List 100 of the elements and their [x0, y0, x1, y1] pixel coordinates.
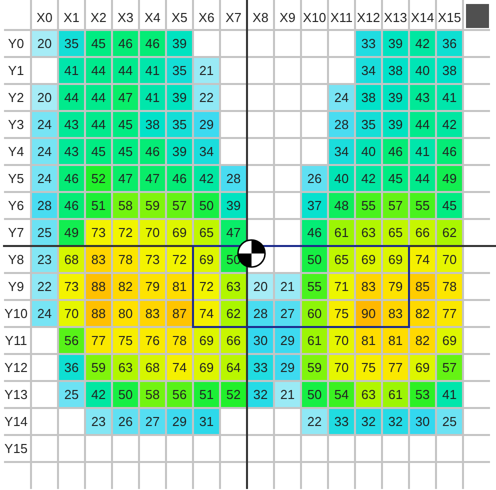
data-label: 55	[307, 279, 322, 294]
data-label: 85	[415, 279, 430, 294]
data-label: 21	[280, 279, 295, 294]
data-label: 45	[91, 144, 106, 160]
data-label: 50	[307, 387, 322, 402]
data-label: 61	[388, 387, 403, 402]
data-label: 49	[442, 171, 457, 186]
data-label: 33	[361, 36, 376, 52]
data-label: 41	[64, 63, 79, 78]
data-label: 40	[361, 144, 376, 160]
data-label: 69	[172, 225, 187, 240]
data-label: 65	[388, 225, 403, 240]
data-label: 71	[334, 279, 349, 294]
x-tick-label: X7	[226, 10, 242, 25]
x-tick-label: X9	[280, 10, 296, 25]
data-label: 46	[118, 36, 133, 52]
y-tick-label: Y3	[8, 117, 24, 132]
data-label: 21	[280, 387, 295, 402]
data-label: 24	[37, 306, 52, 322]
data-label: 75	[361, 360, 376, 376]
data-label: 79	[145, 279, 160, 294]
y-tick-label: Y7	[8, 225, 24, 240]
x-tick-label: X0	[36, 10, 52, 25]
data-label: 62	[442, 225, 457, 240]
data-label: 45	[118, 144, 133, 160]
data-label: 77	[91, 333, 106, 348]
data-label: 68	[145, 360, 160, 376]
data-label: 22	[307, 414, 322, 430]
data-label: 69	[388, 252, 403, 268]
data-label: 70	[64, 306, 79, 322]
data-label: 22	[199, 90, 214, 106]
data-label: 47	[118, 171, 133, 186]
data-label: 69	[199, 333, 214, 348]
data-label: 20	[253, 279, 268, 294]
data-label: 24	[37, 144, 52, 160]
data-label: 46	[64, 171, 79, 186]
data-label: 65	[334, 252, 349, 268]
data-label: 73	[145, 252, 160, 268]
x-tick-label: X12	[356, 10, 380, 25]
data-label: 45	[91, 36, 106, 52]
data-label: 24	[334, 90, 349, 106]
x-tick-label: X8	[252, 10, 268, 25]
data-label: 35	[361, 117, 376, 132]
data-label: 81	[388, 333, 403, 348]
data-label: 52	[91, 171, 106, 186]
data-label: 29	[199, 117, 214, 132]
data-label: 40	[334, 171, 349, 186]
data-label: 82	[415, 306, 430, 322]
data-label: 70	[334, 360, 349, 376]
data-label: 25	[442, 414, 457, 430]
data-label: 42	[442, 117, 457, 132]
data-label: 39	[388, 36, 403, 52]
data-label: 49	[64, 225, 79, 240]
data-label: 75	[334, 306, 349, 322]
data-label: 70	[145, 225, 160, 240]
data-label: 35	[172, 63, 187, 78]
data-label: 44	[91, 117, 106, 132]
data-label: 57	[442, 360, 457, 376]
data-label: 24	[37, 117, 52, 132]
data-label: 44	[91, 90, 106, 106]
data-label: 41	[145, 63, 160, 78]
data-label: 69	[199, 252, 214, 268]
data-label: 34	[199, 144, 214, 160]
x-tick-label: X2	[90, 10, 106, 25]
data-label: 63	[361, 387, 376, 402]
data-label: 77	[442, 306, 457, 322]
data-label: 47	[145, 171, 160, 186]
data-label: 51	[199, 387, 214, 402]
data-label: 27	[280, 306, 295, 322]
data-label: 61	[307, 333, 322, 348]
data-label: 59	[145, 198, 160, 214]
data-label: 32	[388, 414, 403, 430]
y-tick-label: Y0	[8, 36, 24, 52]
data-label: 35	[64, 36, 79, 52]
y-tick-label: Y9	[8, 279, 24, 294]
data-label: 45	[442, 198, 457, 214]
data-label: 46	[388, 144, 403, 160]
data-label: 24	[37, 171, 52, 186]
data-label: 55	[415, 198, 430, 214]
data-label: 41	[442, 90, 457, 106]
data-label: 42	[199, 171, 214, 186]
data-label: 79	[388, 279, 403, 294]
data-label: 25	[64, 387, 79, 402]
data-label: 41	[145, 90, 160, 106]
x-tick-label: X3	[118, 10, 134, 25]
data-label: 54	[334, 387, 349, 402]
data-label: 30	[415, 414, 430, 430]
data-label: 64	[226, 360, 241, 376]
data-label: 69	[415, 360, 430, 376]
data-label: 45	[118, 117, 133, 132]
data-label: 69	[199, 360, 214, 376]
data-label: 59	[307, 360, 322, 376]
data-label: 39	[388, 90, 403, 106]
data-label: 23	[91, 414, 106, 430]
data-label: 30	[253, 333, 268, 348]
data-label: 83	[361, 279, 376, 294]
data-label: 50	[199, 198, 214, 214]
data-label: 81	[361, 333, 376, 348]
data-label: 39	[388, 117, 403, 132]
data-label: 39	[172, 90, 187, 106]
